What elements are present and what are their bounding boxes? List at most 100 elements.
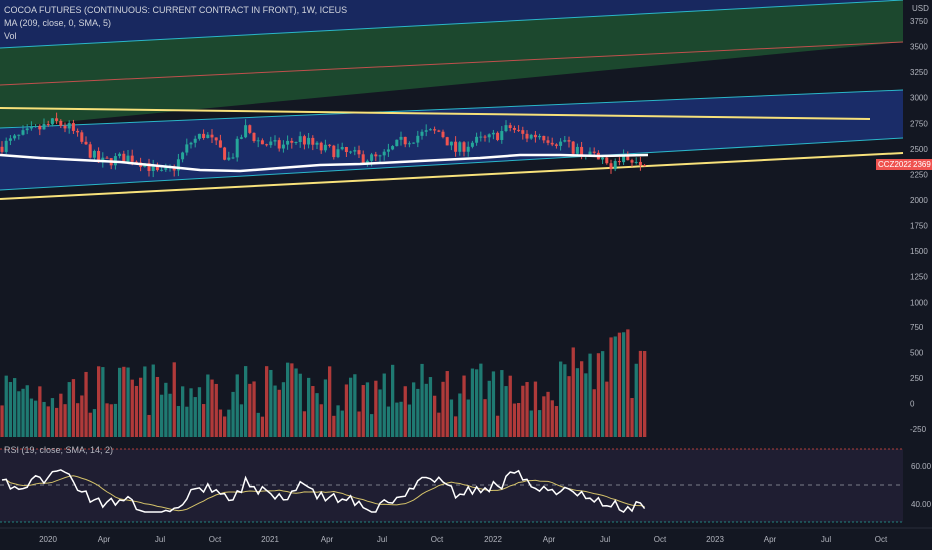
volume-bar	[466, 399, 470, 437]
time-label: 2022	[484, 535, 502, 544]
volume-bar	[365, 382, 370, 437]
volume-bar	[546, 391, 550, 437]
volume-bar	[353, 374, 357, 437]
volume-bar	[424, 383, 428, 437]
vol-legend[interactable]: Vol	[4, 31, 17, 41]
volume-bar	[454, 416, 458, 437]
volume-bar	[290, 363, 294, 437]
candle-body	[508, 125, 512, 128]
time-label: Jul	[821, 535, 831, 544]
price-tick-label: 3000	[910, 94, 928, 103]
candle-body	[349, 151, 353, 153]
ma-legend[interactable]: MA (209, close, 0, SMA, 5)	[4, 18, 112, 28]
volume-bar	[340, 410, 344, 437]
chart-title[interactable]: COCOA FUTURES (CONTINUOUS: CURRENT CONTR…	[4, 5, 348, 15]
volume-bar	[592, 389, 596, 437]
volume-bar	[260, 416, 265, 437]
candle-body	[395, 139, 399, 147]
volume-bar	[269, 369, 273, 437]
candle-body	[269, 141, 273, 146]
channel-bands	[0, 0, 904, 191]
candle-body	[428, 129, 432, 131]
channel-blue-lower	[0, 90, 903, 190]
volume-bar	[412, 382, 416, 437]
volume-bar	[433, 395, 437, 437]
volume-bar	[168, 393, 172, 437]
volume-bar	[491, 371, 496, 437]
volume-bar	[231, 391, 235, 437]
candle-body	[252, 132, 256, 142]
volume-bar	[206, 374, 210, 437]
candle-body	[538, 135, 542, 138]
candle-body	[189, 142, 193, 145]
volume-bar	[563, 364, 567, 437]
candle-body	[361, 154, 365, 163]
currency-label: USD	[912, 4, 929, 13]
candle-body	[550, 142, 554, 145]
candle-body	[504, 125, 508, 132]
volume-bar	[575, 368, 580, 437]
candle-body	[512, 127, 516, 130]
candle-body	[483, 136, 487, 138]
volume-bar	[273, 385, 277, 437]
volume-bar	[336, 405, 340, 437]
candle-body	[0, 146, 4, 152]
volume-bar	[42, 401, 46, 437]
moving-average	[0, 153, 649, 173]
candle-body	[294, 142, 298, 144]
volume-bar	[613, 336, 617, 437]
time-label: 2020	[39, 535, 57, 544]
volume-bar	[21, 388, 25, 437]
volume-bar	[319, 404, 323, 437]
volume-bar	[517, 402, 521, 437]
candle-body	[370, 154, 374, 161]
volume-bar	[302, 411, 307, 437]
volume-bar	[554, 406, 559, 437]
volume-bar	[29, 398, 34, 437]
volume-bar	[626, 329, 630, 437]
candle-body	[25, 128, 29, 131]
rsi-legend[interactable]: RSI (19, close, SMA, 14, 2)	[4, 445, 114, 455]
volume-bar	[143, 366, 147, 437]
price-tick-label: 750	[910, 323, 924, 332]
volume-bar	[349, 377, 353, 437]
volume-bar	[151, 364, 155, 437]
volume-bar	[374, 380, 378, 437]
candle-body	[500, 131, 504, 140]
volume-bar	[239, 404, 244, 437]
volume-bar	[88, 412, 92, 437]
candle-body	[134, 161, 138, 163]
candle-body	[197, 133, 201, 139]
candle-body	[38, 126, 42, 130]
volume-bar	[4, 375, 8, 437]
volume-bar	[50, 398, 55, 437]
volume-bar	[458, 393, 462, 437]
volume-bar	[113, 403, 118, 437]
volume-bar	[160, 394, 164, 437]
candle-body	[239, 137, 243, 139]
candle-body	[445, 137, 449, 146]
candle-body	[92, 150, 96, 158]
volume-bar	[462, 375, 466, 437]
volume-bar	[147, 414, 151, 437]
volume-bar	[84, 371, 88, 437]
candle-body	[160, 169, 164, 171]
volume-bar	[193, 397, 197, 437]
time-label: Apr	[321, 535, 334, 544]
candle-body	[391, 146, 395, 150]
candle-body	[176, 159, 180, 171]
volume-bar	[550, 400, 554, 437]
rsi-tick-label: 40.00	[911, 500, 932, 509]
candle-body	[80, 132, 84, 142]
volume-bar	[277, 389, 281, 437]
ma-line	[0, 153, 649, 173]
candle-body	[76, 130, 80, 133]
candle-body	[88, 144, 92, 158]
candle-body	[617, 161, 621, 163]
volume-bar	[109, 404, 113, 437]
volume-bar	[59, 393, 63, 437]
volume-bar	[25, 385, 29, 437]
volume-bar	[8, 382, 13, 437]
